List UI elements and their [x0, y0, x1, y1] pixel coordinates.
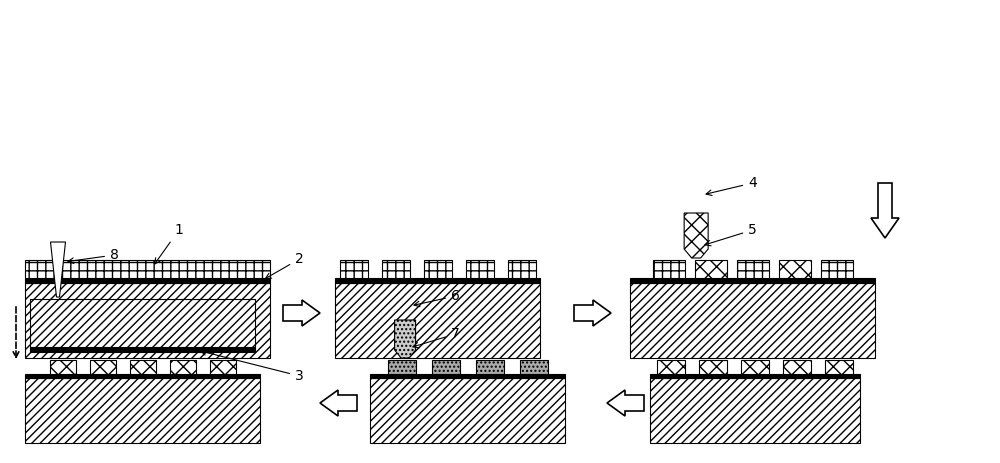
Bar — [652, 260, 684, 278]
Bar — [476, 360, 504, 374]
Bar — [778, 260, 810, 278]
Bar — [650, 374, 860, 378]
Bar — [382, 260, 410, 278]
Bar — [25, 378, 260, 443]
Bar — [630, 278, 875, 283]
Polygon shape — [320, 390, 357, 416]
Bar — [50, 360, 76, 374]
Bar — [25, 260, 270, 278]
Bar — [388, 360, 416, 374]
Bar — [694, 260, 726, 278]
Bar — [657, 360, 685, 374]
Bar — [90, 360, 116, 374]
Text: 1: 1 — [155, 223, 183, 264]
Polygon shape — [50, 242, 66, 297]
Bar — [370, 378, 565, 443]
Bar — [699, 360, 727, 374]
Text: 4: 4 — [706, 176, 757, 195]
Text: 6: 6 — [414, 289, 460, 307]
Polygon shape — [871, 183, 899, 238]
Bar — [466, 260, 494, 278]
Bar — [25, 278, 270, 283]
Bar — [170, 360, 196, 374]
Bar — [30, 347, 255, 352]
Bar — [370, 374, 565, 378]
Bar — [30, 299, 255, 347]
Bar — [820, 260, 852, 278]
Bar — [340, 260, 368, 278]
Bar — [508, 260, 536, 278]
Bar — [210, 360, 236, 374]
Bar — [650, 378, 860, 443]
Bar — [335, 283, 540, 358]
Bar — [130, 360, 156, 374]
Bar — [432, 360, 460, 374]
Bar — [630, 283, 875, 358]
Polygon shape — [283, 300, 320, 326]
Polygon shape — [607, 390, 644, 416]
Bar — [424, 260, 452, 278]
Polygon shape — [574, 300, 611, 326]
Text: 2: 2 — [265, 252, 304, 279]
Polygon shape — [395, 320, 416, 358]
Bar — [825, 360, 853, 374]
Text: 5: 5 — [705, 223, 757, 246]
Bar — [741, 360, 769, 374]
Bar — [25, 374, 260, 378]
Bar — [520, 360, 548, 374]
Polygon shape — [684, 213, 708, 258]
Text: 8: 8 — [68, 248, 119, 263]
Bar — [335, 278, 540, 283]
Text: 3: 3 — [200, 350, 304, 383]
Bar — [783, 360, 811, 374]
Bar — [25, 283, 270, 358]
Text: 7: 7 — [413, 327, 460, 348]
Bar — [736, 260, 768, 278]
